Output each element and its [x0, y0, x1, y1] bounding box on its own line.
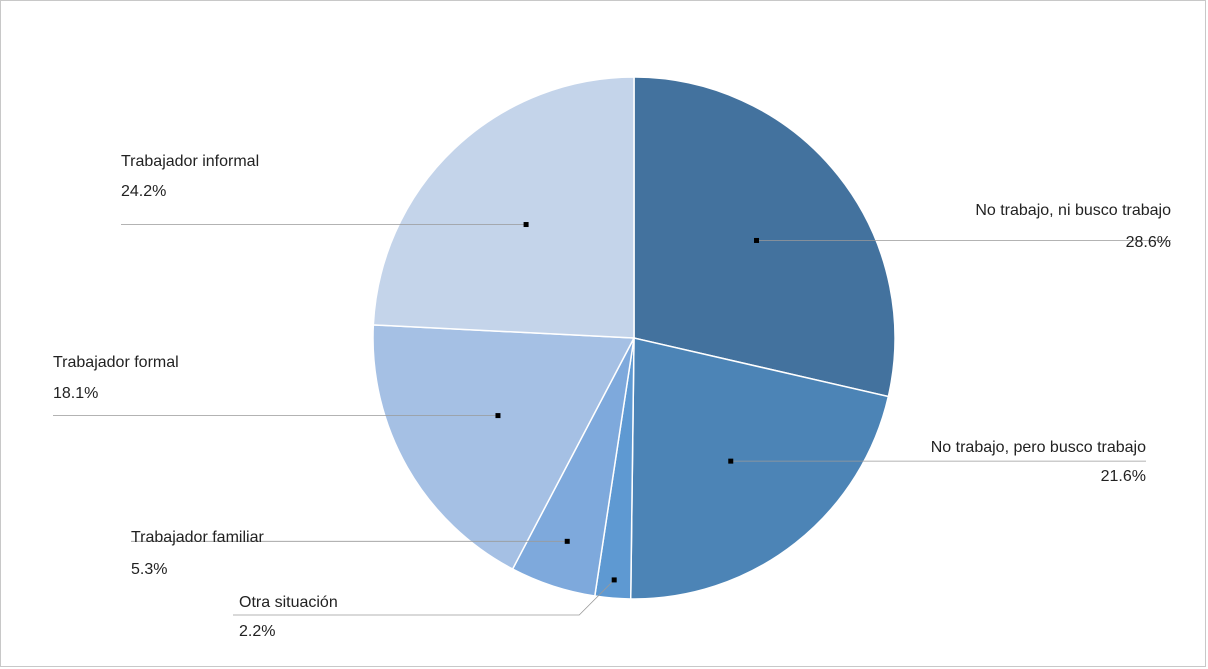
slice-value-otra-situacion: 2.2% — [239, 623, 275, 640]
pie-slice-no-trabajo-ni-busco-trabajo — [633, 76, 896, 398]
pie-labels: No trabajo, ni busco trabajo 28.6% No trab… — [53, 153, 1171, 640]
slice-value-no-trabajo-ni-busco-trabajo: 28.6% — [1126, 234, 1171, 251]
pie-slices — [372, 76, 896, 600]
pie-slice-trabajador-formal — [372, 324, 636, 571]
leader-dot-otra-situacion — [611, 577, 617, 583]
slice-value-trabajador-formal: 18.1% — [53, 385, 98, 402]
slice-label-otra-situacion: Otra situación — [239, 594, 338, 611]
slice-label-no-trabajo-pero-busco-trabajo: No trabajo, pero busco trabajo — [931, 439, 1146, 456]
slice-label-trabajador-formal: Trabajador formal — [53, 354, 179, 371]
leader-dot-trabajador-familiar — [564, 538, 570, 544]
leader-dot-no-trabajo-pero-busco-trabajo — [728, 458, 734, 464]
slice-value-trabajador-informal: 24.2% — [121, 183, 166, 200]
slice-label-trabajador-informal: Trabajador informal — [121, 153, 259, 170]
leader-line-otra-situacion — [233, 579, 615, 616]
slice-label-no-trabajo-ni-busco-trabajo: No trabajo, ni busco trabajo — [975, 202, 1171, 219]
slice-value-trabajador-familiar: 5.3% — [131, 561, 167, 578]
leader-dot-no-trabajo-ni-busco-trabajo — [754, 237, 760, 243]
leader-dot-trabajador-formal — [495, 413, 501, 419]
slice-value-no-trabajo-pero-busco-trabajo: 21.6% — [1101, 468, 1146, 485]
slice-label-trabajador-familiar: Trabajador familiar — [131, 529, 264, 546]
leader-dot-trabajador-informal — [523, 222, 529, 228]
pie-slice-trabajador-informal — [372, 76, 635, 339]
pie-slice-no-trabajo-pero-busco-trabajo — [629, 337, 890, 600]
